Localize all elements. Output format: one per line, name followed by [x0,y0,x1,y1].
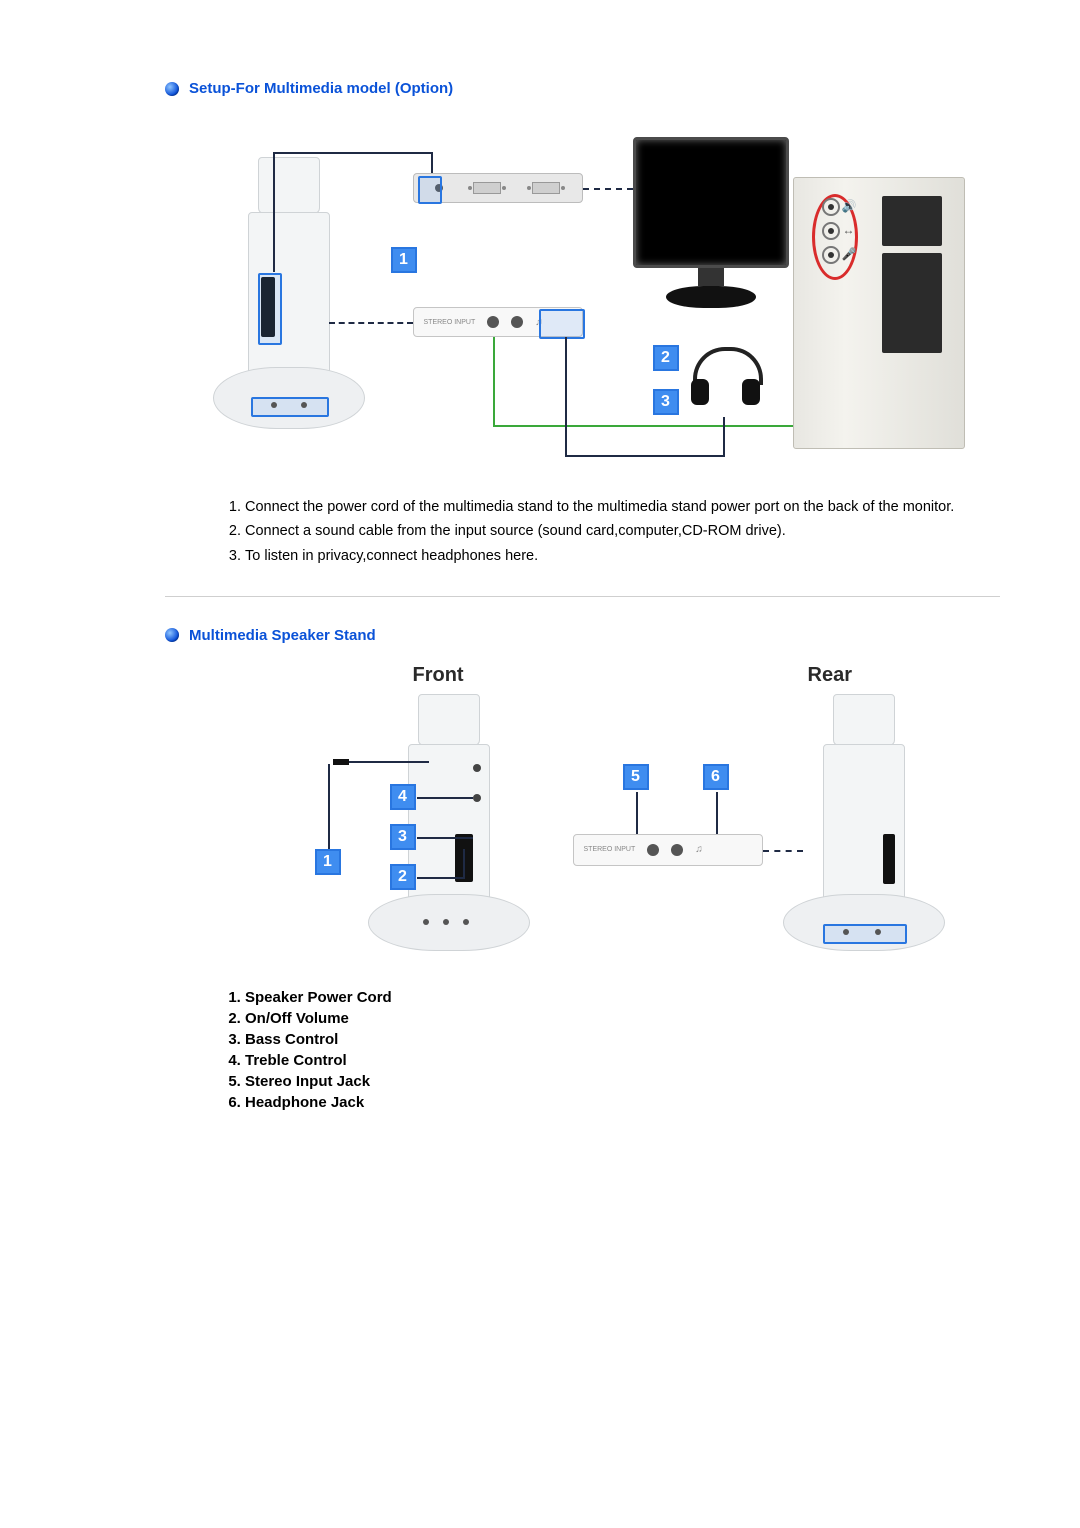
heading-setup: Setup-For Multimedia model (Option) [165,80,1000,97]
legend-2: On/Off Volume [245,1010,1000,1027]
callout-r6: 6 [703,764,729,790]
monitor [633,137,789,308]
callout-r5: 5 [623,764,649,790]
step-1: Connect the power cord of the multimedia… [245,497,1000,517]
legend-list: Speaker Power Cord On/Off Volume Bass Co… [165,989,1000,1111]
section-setup: Setup-For Multimedia model (Option) 1 [165,80,1000,566]
setup-steps: Connect the power cord of the multimedia… [165,497,1000,566]
speaker-bar-rear: STEREO INPUT ♫ [573,834,763,866]
section-speaker-stand: Multimedia Speaker Stand Front Rear [165,627,1000,1111]
divider [165,596,1000,597]
step-3: To listen in privacy,connect headphones … [245,546,1000,566]
callout-f2: 2 [390,864,416,890]
heading-text: Multimedia Speaker Stand [189,627,376,644]
callout-f3: 3 [390,824,416,850]
callout-1: 1 [391,247,417,273]
legend-4: Treble Control [245,1052,1000,1069]
diagram-speaker: Front Rear [165,664,1000,969]
callout-2: 2 [653,345,679,371]
stand-rear-detail [763,694,963,964]
legend-6: Headphone Jack [245,1094,1000,1111]
pc-tower: 🔊 ↔ 🎤 [793,177,965,449]
callout-f4: 4 [390,784,416,810]
legend-1: Speaker Power Cord [245,989,1000,1006]
heading-speaker: Multimedia Speaker Stand [165,627,1000,644]
label-front: Front [413,664,464,687]
legend-3: Bass Control [245,1031,1000,1048]
callout-f1: 1 [315,849,341,875]
sphere-icon [165,82,179,96]
diagram-setup: 1 [165,117,1000,477]
sphere-icon [165,628,179,642]
stand-front [203,157,373,447]
headphones [693,347,758,427]
legend-5: Stereo Input Jack [245,1073,1000,1090]
stand-front-detail [343,694,553,964]
step-2: Connect a sound cable from the input sou… [245,521,1000,541]
heading-text: Setup-For Multimedia model (Option) [189,80,453,97]
label-rear: Rear [808,664,852,687]
callout-3: 3 [653,389,679,415]
